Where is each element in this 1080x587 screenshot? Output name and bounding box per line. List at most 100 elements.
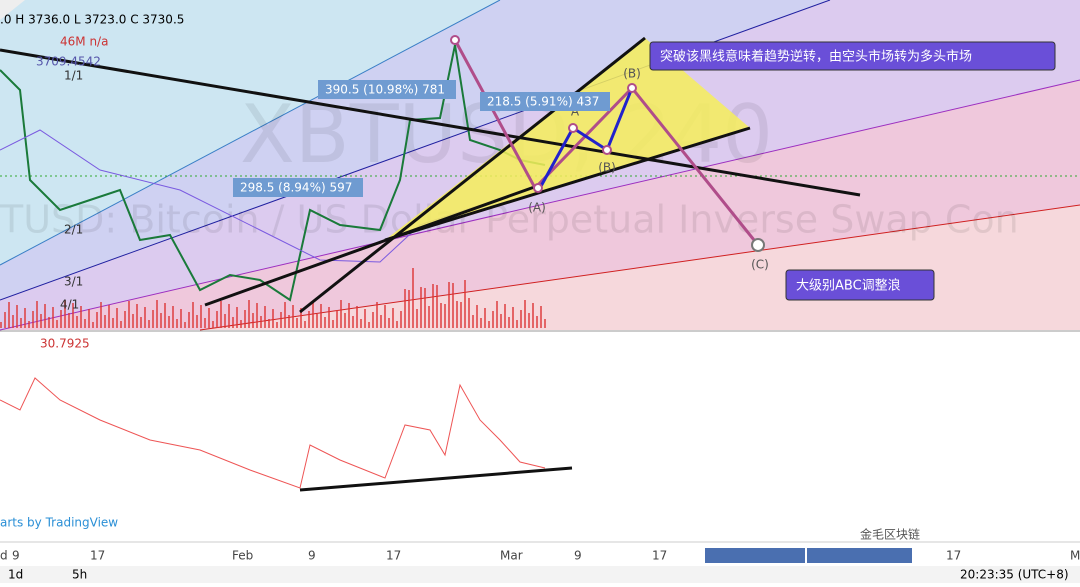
volume-bar — [16, 305, 18, 328]
volume-bar — [304, 321, 306, 328]
volume-bar — [92, 322, 94, 328]
volume-bar — [520, 310, 522, 328]
fan-label: 3/1 — [64, 275, 83, 289]
volume-bar — [252, 313, 254, 328]
volume-bar — [380, 315, 382, 328]
volume-bar — [532, 303, 534, 328]
wave-label: (B) — [623, 67, 641, 81]
x-tick-label: 9 — [12, 549, 20, 563]
volume-bar — [124, 311, 126, 328]
interval[interactable]: 5h — [72, 568, 87, 582]
interval[interactable]: 1d — [8, 568, 23, 582]
volume-bar — [320, 304, 322, 328]
volume-bar — [224, 314, 226, 328]
indicator-line — [0, 377, 546, 489]
measure: 390.5 (10.98%) 781 — [325, 83, 445, 97]
volume-bar — [360, 319, 362, 328]
volume-bar — [332, 320, 334, 328]
volume-bar — [440, 303, 442, 328]
volume-bar — [0, 322, 2, 328]
volume-bar — [428, 306, 430, 328]
volume-bar — [228, 304, 230, 328]
volume-bar — [524, 300, 526, 328]
volume-bar — [344, 313, 346, 328]
volume-bar — [248, 300, 250, 328]
volume-bar — [376, 302, 378, 328]
volume-bar — [508, 317, 510, 328]
volume-bar — [448, 282, 450, 328]
trend-lines — [0, 36, 861, 314]
volume-bar — [392, 308, 394, 328]
wave-label: (B) — [598, 161, 616, 175]
ma-label: 3709.4542 — [36, 55, 101, 69]
volume-bar — [84, 319, 86, 328]
volume-bar — [284, 302, 286, 328]
volume-bar — [112, 318, 114, 328]
volume-bar — [32, 311, 34, 328]
volume-bar — [236, 307, 238, 328]
volume-bar — [120, 321, 122, 328]
volume-bar — [420, 287, 422, 328]
volume-bar — [292, 305, 294, 328]
fan-line — [0, 79, 1080, 331]
volume-bar — [164, 303, 166, 328]
volume-bar — [36, 301, 38, 328]
volume-bar — [104, 315, 106, 328]
volume-bar — [388, 318, 390, 328]
volume-bar — [384, 305, 386, 328]
volume-bar — [244, 310, 246, 328]
volume-bar — [264, 306, 266, 328]
annotation: 大级别ABC调整浪 — [796, 279, 901, 294]
volume-bar — [180, 309, 182, 328]
volume-bar — [196, 315, 198, 328]
volume-bar — [464, 280, 466, 328]
volume-bar — [500, 314, 502, 328]
volume-bar — [484, 308, 486, 328]
branding: arts by TradingView — [0, 516, 118, 530]
volume-bar — [436, 285, 438, 328]
measure: 218.5 (5.91%) 437 — [487, 95, 599, 109]
watermark: TUSD: Bitcoin / US Dollar Perpetual Inve… — [0, 198, 1019, 242]
fan-label: 1/1 — [64, 69, 83, 83]
x-tick-label: 9 — [574, 549, 582, 563]
volume-bar — [316, 314, 318, 328]
logo: 金毛区块链 — [860, 527, 920, 542]
points — [450, 35, 765, 252]
volume-bar — [488, 321, 490, 328]
volume-bar — [96, 312, 98, 328]
volume-bar — [132, 314, 134, 328]
trend-line — [299, 466, 573, 492]
volume-bar — [20, 318, 22, 328]
volume-bar — [100, 302, 102, 328]
x-tick-label: 17 — [946, 549, 961, 563]
volume-bar — [80, 306, 82, 328]
volume-bar — [512, 307, 514, 328]
volume-bar — [116, 308, 118, 328]
volume-bar — [372, 312, 374, 328]
date-box — [705, 548, 805, 563]
volume-bar — [192, 302, 194, 328]
fan-label: 2/1 — [64, 223, 83, 237]
volume-label: 46M n/a — [60, 35, 108, 49]
volume-bar — [168, 316, 170, 328]
volume-bar — [416, 309, 418, 328]
volume-bar — [504, 304, 506, 328]
volume-bar — [68, 313, 70, 328]
volume-bar — [208, 308, 210, 328]
volume-bar — [240, 320, 242, 328]
band — [0, 0, 25, 20]
volume-bar — [528, 313, 530, 328]
x-tick-label: d — [0, 549, 8, 563]
volume-bar — [352, 316, 354, 328]
x-tick-label: M — [1070, 549, 1080, 563]
wave-label: (C) — [751, 258, 769, 272]
wave-label: A — [571, 105, 580, 119]
volume-bar — [268, 319, 270, 328]
volume-bar — [364, 309, 366, 328]
volume-bar — [52, 307, 54, 328]
volume-bar — [176, 319, 178, 328]
indicator-value: 30.7925 — [40, 337, 90, 351]
volume-bar — [136, 304, 138, 328]
volume-bar — [4, 312, 6, 328]
